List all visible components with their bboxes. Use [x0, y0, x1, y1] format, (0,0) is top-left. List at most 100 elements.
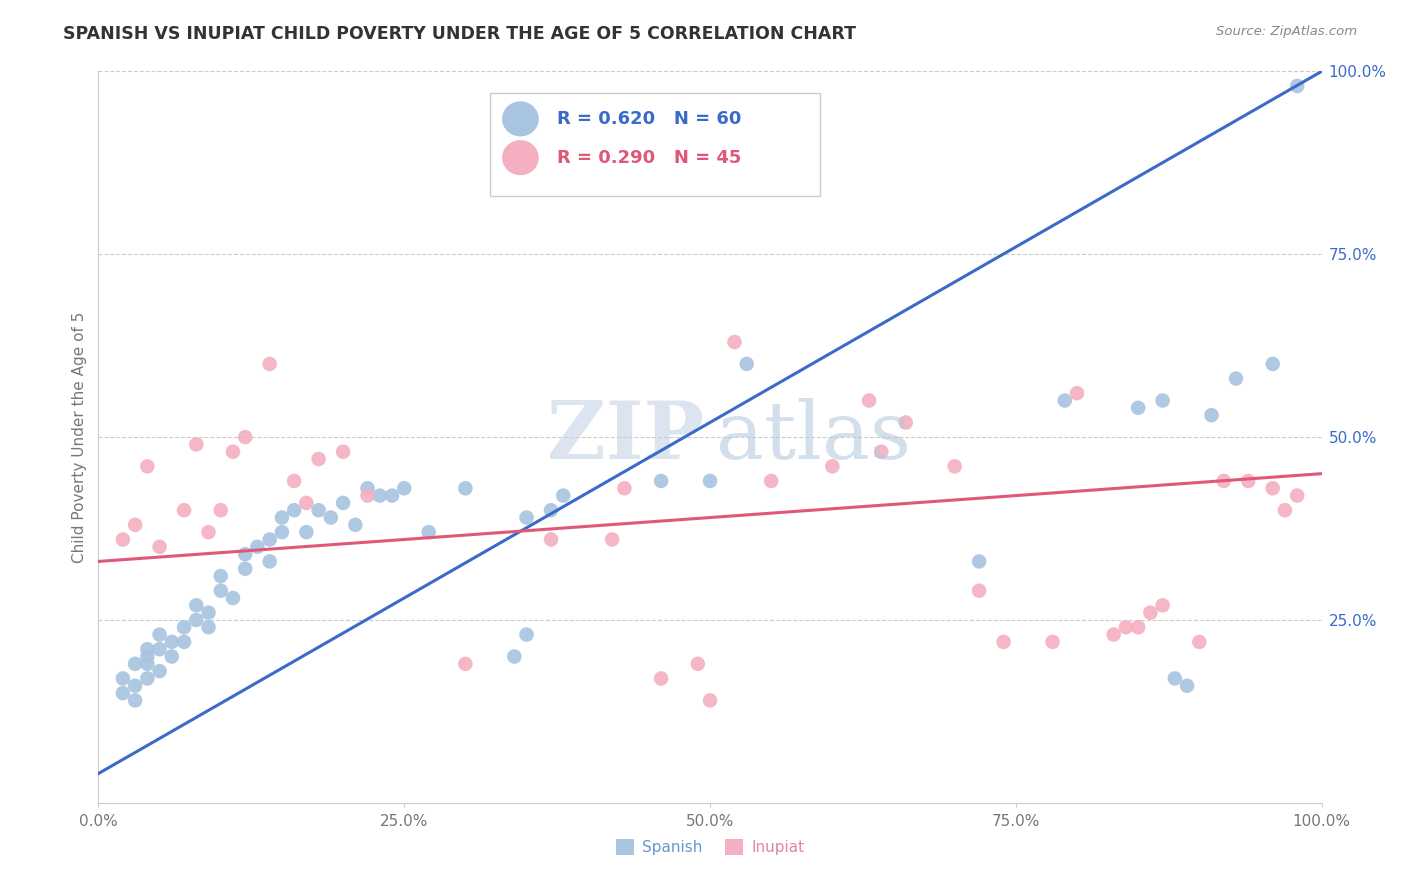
- Point: [136, 649, 159, 664]
- Point: [650, 672, 672, 686]
- Point: [173, 620, 195, 634]
- Text: R = 0.620   N = 60: R = 0.620 N = 60: [557, 110, 741, 128]
- Point: [259, 357, 281, 371]
- Point: [308, 452, 330, 467]
- Point: [209, 569, 232, 583]
- Point: [1102, 627, 1125, 641]
- Point: [600, 533, 623, 547]
- Point: [124, 679, 146, 693]
- Point: [111, 533, 134, 547]
- Point: [111, 672, 134, 686]
- Point: [136, 657, 159, 671]
- Point: [1237, 474, 1260, 488]
- Point: [1188, 635, 1211, 649]
- Point: [149, 627, 172, 641]
- Text: ZIP: ZIP: [547, 398, 704, 476]
- Point: [136, 459, 159, 474]
- Point: [136, 642, 159, 657]
- Point: [650, 474, 672, 488]
- Point: [1225, 371, 1247, 385]
- Point: [246, 540, 269, 554]
- FancyBboxPatch shape: [489, 94, 820, 195]
- Point: [943, 459, 966, 474]
- Point: [1175, 679, 1198, 693]
- Text: atlas: atlas: [716, 398, 911, 476]
- Point: [1042, 635, 1064, 649]
- Point: [613, 481, 636, 495]
- Point: [1164, 672, 1187, 686]
- Point: [186, 599, 208, 613]
- Point: [515, 510, 537, 524]
- Point: [967, 554, 990, 568]
- Point: [149, 642, 172, 657]
- Ellipse shape: [502, 140, 538, 175]
- Point: [209, 503, 232, 517]
- Point: [418, 525, 440, 540]
- Point: [1115, 620, 1137, 634]
- Point: [540, 503, 562, 517]
- Point: [858, 393, 880, 408]
- Point: [503, 649, 526, 664]
- Point: [967, 583, 990, 598]
- Point: [540, 533, 562, 547]
- Point: [186, 613, 208, 627]
- Text: Source: ZipAtlas.com: Source: ZipAtlas.com: [1216, 25, 1357, 38]
- Point: [124, 693, 146, 707]
- Legend: Spanish, Inupiat: Spanish, Inupiat: [610, 833, 810, 861]
- Point: [1274, 503, 1296, 517]
- Point: [1201, 408, 1223, 422]
- Point: [356, 481, 378, 495]
- Point: [993, 635, 1015, 649]
- Point: [308, 503, 330, 517]
- Text: R = 0.290   N = 45: R = 0.290 N = 45: [557, 149, 741, 167]
- Point: [233, 547, 256, 561]
- Point: [295, 496, 318, 510]
- Point: [1286, 489, 1309, 503]
- Point: [124, 517, 146, 532]
- Point: [173, 503, 195, 517]
- Point: [160, 649, 183, 664]
- Point: [197, 620, 219, 634]
- Point: [821, 459, 844, 474]
- Point: [124, 657, 146, 671]
- Point: [160, 635, 183, 649]
- Point: [699, 693, 721, 707]
- Point: [1261, 357, 1284, 371]
- Point: [259, 554, 281, 568]
- Point: [686, 657, 709, 671]
- Point: [270, 510, 294, 524]
- Point: [197, 525, 219, 540]
- Point: [149, 540, 172, 554]
- Point: [761, 474, 783, 488]
- Point: [344, 517, 367, 532]
- Point: [1261, 481, 1284, 495]
- Point: [1152, 599, 1174, 613]
- Text: SPANISH VS INUPIAT CHILD POVERTY UNDER THE AGE OF 5 CORRELATION CHART: SPANISH VS INUPIAT CHILD POVERTY UNDER T…: [63, 25, 856, 43]
- Point: [1128, 401, 1150, 415]
- Point: [319, 510, 342, 524]
- Point: [222, 591, 245, 605]
- Point: [1286, 78, 1309, 93]
- Point: [209, 583, 232, 598]
- Point: [699, 474, 721, 488]
- Point: [1212, 474, 1234, 488]
- Point: [735, 357, 758, 371]
- Point: [1053, 393, 1076, 408]
- Point: [270, 525, 294, 540]
- Point: [723, 334, 745, 349]
- Point: [356, 489, 378, 503]
- Point: [283, 503, 305, 517]
- Point: [368, 489, 391, 503]
- Point: [222, 444, 245, 458]
- Point: [197, 606, 219, 620]
- Point: [381, 489, 404, 503]
- Point: [295, 525, 318, 540]
- Point: [332, 444, 354, 458]
- Point: [1128, 620, 1150, 634]
- Point: [149, 664, 172, 678]
- Point: [233, 562, 256, 576]
- Point: [283, 474, 305, 488]
- Point: [1139, 606, 1161, 620]
- Point: [553, 489, 575, 503]
- Point: [186, 437, 208, 451]
